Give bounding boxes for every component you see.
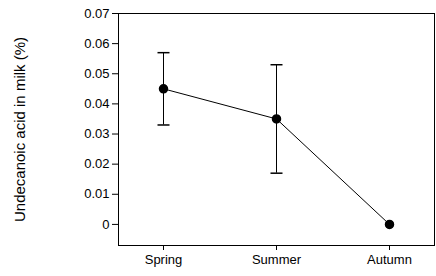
svg-text:0.02: 0.02 (84, 156, 109, 171)
svg-text:Undecanoic acid in milk (%): Undecanoic acid in milk (%) (11, 37, 28, 222)
svg-text:0.03: 0.03 (84, 126, 109, 141)
svg-text:Spring: Spring (145, 252, 183, 267)
svg-text:0.04: 0.04 (84, 96, 109, 111)
svg-text:0.07: 0.07 (84, 6, 109, 21)
svg-text:Summer: Summer (252, 252, 302, 267)
svg-text:Autumn: Autumn (367, 252, 412, 267)
svg-text:0.01: 0.01 (84, 186, 109, 201)
svg-text:0.06: 0.06 (84, 36, 109, 51)
svg-text:0.05: 0.05 (84, 66, 109, 81)
svg-text:0: 0 (102, 217, 109, 232)
